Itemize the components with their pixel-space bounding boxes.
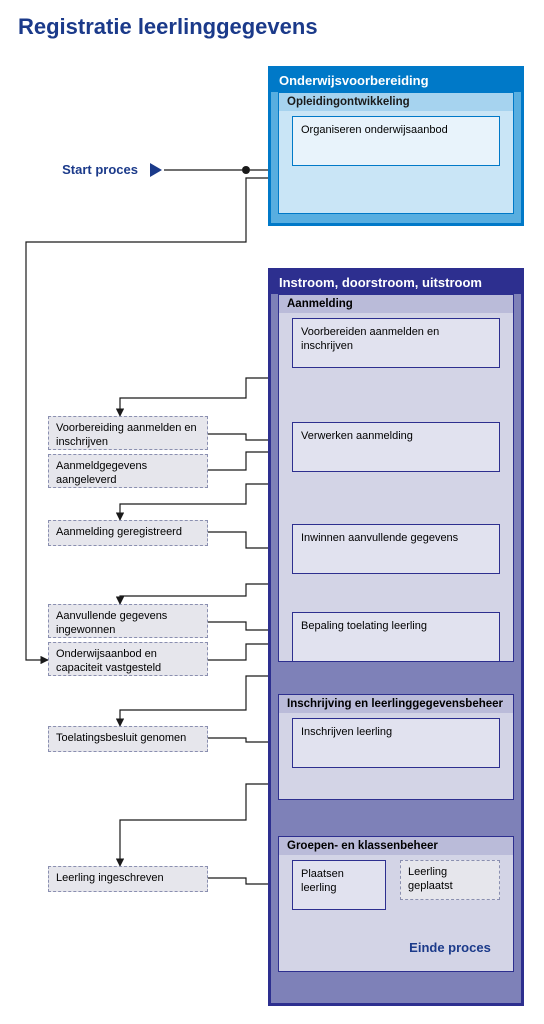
- page-title: Registratie leerlinggegevens: [18, 14, 518, 44]
- subgroup-aanmelding-header: Aanmelding: [279, 295, 513, 313]
- process-voorbereiden-aanmelden: Voorbereiden aanmelden en inschrijven: [292, 318, 500, 368]
- section-instroom-header: Instroom, doorstroom, uitstroom: [271, 271, 521, 294]
- section-onderwijsvoorbereiding-header: Onderwijsvoorbereiding: [271, 69, 521, 92]
- event-voorbereiding-aanmelden: Voorbereiding aanmelden en inschrijven: [48, 416, 208, 450]
- event-aanmeldgegevens-aangeleverd: Aanmeldgegevens aangeleverd: [48, 454, 208, 488]
- event-aanmelding-geregistreerd: Aanmelding geregistreerd: [48, 520, 208, 546]
- event-aanvullende-gegevens-ingewonnen: Aanvullende gegevens ingewonnen: [48, 604, 208, 638]
- process-verwerken-aanmelding: Verwerken aanmelding: [292, 422, 500, 472]
- einde-proces-label: Einde proces: [400, 940, 500, 960]
- event-toelatingsbesluit-genomen: Toelatingsbesluit genomen: [48, 726, 208, 752]
- process-organiseren-onderwijsaanbod: Organiseren onderwijsaanbod: [292, 116, 500, 166]
- start-proces-label: Start proces: [40, 162, 138, 180]
- process-inwinnen-gegevens: Inwinnen aanvullende gegevens: [292, 524, 500, 574]
- process-bepaling-toelating: Bepaling toelating leerling: [292, 612, 500, 662]
- process-inschrijven-leerling: Inschrijven leerling: [292, 718, 500, 768]
- subgroup-inschrijving-header: Inschrijving en leerlinggegevensbeheer: [279, 695, 513, 713]
- process-plaatsen-leerling: Plaatsen leerling: [292, 860, 386, 910]
- subgroup-groepen-header: Groepen- en klassenbeheer: [279, 837, 513, 855]
- event-leerling-ingeschreven: Leerling ingeschreven: [48, 866, 208, 892]
- event-leerling-geplaatst: Leerling geplaatst: [400, 860, 500, 900]
- subgroup-opleidingontwikkeling-header: Opleidingontwikkeling: [279, 93, 513, 111]
- event-onderwijsaanbod-vastgesteld: Onderwijsaanbod en capaciteit vastgestel…: [48, 642, 208, 676]
